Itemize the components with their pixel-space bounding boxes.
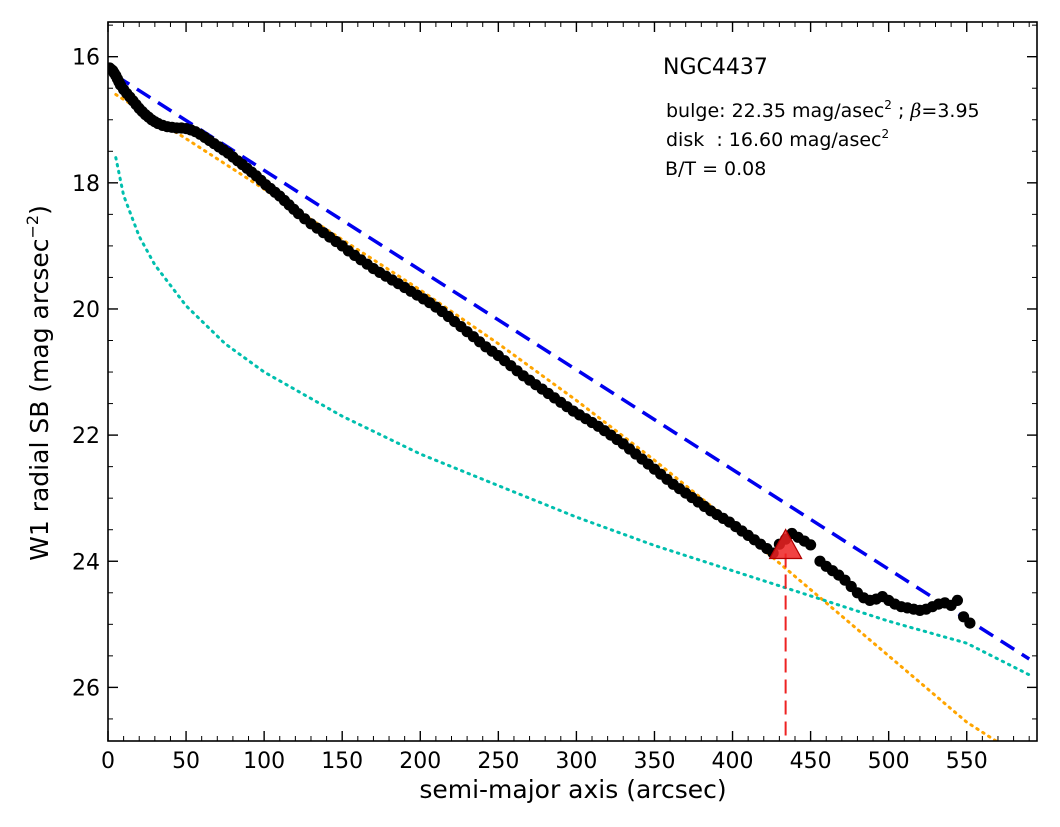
tick-labels: 0 50 100 150 200 250 300 350 400 450 500 550 16 18 20 2…: [72, 46, 988, 774]
data-point: [964, 617, 976, 629]
y-tick-label: 18: [72, 172, 100, 197]
bulge-text: bulge: 22.35 mag/asec: [666, 100, 884, 122]
beta-value: =3.95: [921, 100, 979, 122]
x-tick-label: 50: [172, 749, 200, 774]
y-tick-label: 22: [72, 424, 100, 449]
y-axis-title-main: W1 radial SB (mag arcsec: [25, 239, 54, 561]
observed-points: [108, 62, 976, 629]
total-fit-line: [114, 74, 1031, 661]
plot-area: [108, 22, 1037, 741]
bulge-fit-line: [114, 156, 1031, 677]
y-axis-title-end: ): [25, 205, 54, 215]
data-point: [805, 539, 817, 551]
galaxy-name: NGC4437: [663, 55, 768, 80]
y-tick-label: 26: [72, 676, 100, 701]
disk-text: disk : 16.60 mag/asec: [666, 129, 882, 151]
x-tick-label: 150: [321, 749, 363, 774]
data-point: [951, 594, 964, 607]
disk-annotation: disk : 16.60 mag/asec2: [666, 127, 889, 151]
bulge-sep: ;: [892, 100, 910, 122]
x-tick-label: 400: [712, 749, 754, 774]
x-tick-label: 350: [633, 749, 675, 774]
bulge-sup: 2: [884, 98, 892, 112]
tick-marks: [107, 22, 1037, 741]
beta-symbol: β: [909, 100, 921, 122]
y-tick-label: 20: [72, 298, 100, 323]
x-tick-label: 500: [868, 749, 910, 774]
x-tick-label: 250: [477, 749, 519, 774]
x-tick-label: 0: [101, 749, 115, 774]
x-tick-label: 550: [946, 749, 988, 774]
bt-annotation: B/T = 0.08: [665, 158, 766, 180]
disk-sup: 2: [882, 127, 890, 141]
y-axis-title-sup: −2: [23, 215, 42, 239]
x-tick-label: 450: [790, 749, 832, 774]
plot-frame: [107, 21, 1038, 742]
x-tick-label: 100: [243, 749, 285, 774]
break-triangle-marker: [768, 528, 803, 560]
x-axis-title: semi-major axis (arcsec): [419, 775, 726, 804]
y-axis-title: W1 radial SB (mag arcsec−2): [23, 205, 54, 561]
bulge-annotation: bulge: 22.35 mag/asec2 ; β=3.95: [666, 98, 980, 122]
break-marker: [768, 528, 803, 560]
x-tick-label: 200: [399, 749, 441, 774]
y-tick-label: 24: [72, 550, 100, 575]
x-tick-label: 300: [555, 749, 597, 774]
y-tick-label: 16: [72, 46, 100, 71]
